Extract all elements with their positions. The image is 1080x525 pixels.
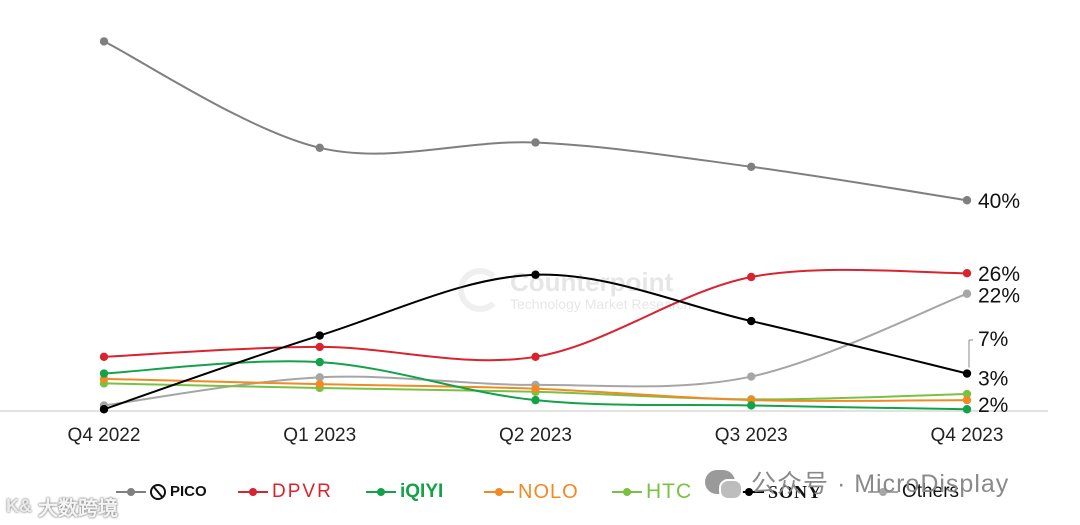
- corner-watermark-text: 大数跨境: [38, 498, 118, 520]
- data-point-pico: [747, 162, 756, 171]
- data-point-sony: [99, 405, 109, 414]
- wechat-icon: [705, 470, 743, 500]
- data-point-pico: [962, 196, 972, 205]
- data-point-iqiyi: [747, 401, 756, 410]
- end-label-others: 22%: [978, 285, 1020, 308]
- extra-label: 7%: [978, 328, 1008, 351]
- x-tick-label: Q4 2022: [68, 425, 141, 446]
- data-point-sony: [962, 369, 972, 378]
- legend-label-htc: HTC: [646, 480, 693, 503]
- data-point-iqiyi: [962, 405, 972, 414]
- data-point-nolo: [962, 395, 972, 405]
- corner-watermark: K& 大数跨境: [6, 492, 118, 521]
- legend-item-sony: SONY: [734, 479, 822, 505]
- data-point-sony: [747, 316, 756, 326]
- legend-marker-dpvr: [238, 479, 268, 505]
- data-point-dpvr: [531, 352, 540, 361]
- data-point-sony: [315, 331, 324, 340]
- data-point-iqiyi: [315, 357, 324, 367]
- wechat-account-watermark: 公众号 · MicroDisplay: [705, 464, 1009, 500]
- legend-item-dpvr: DPVR: [238, 479, 333, 505]
- extra-label-connector: [968, 339, 973, 368]
- legend-marker-others: [868, 479, 898, 505]
- data-point-iqiyi: [531, 395, 540, 405]
- end-label-sony: 3%: [978, 368, 1008, 391]
- pico-logo-icon: [150, 484, 166, 500]
- end-labels: 40% 26% 2% 3% 22% 7%: [968, 190, 1020, 417]
- data-point-dpvr: [747, 272, 756, 282]
- end-label-pico: 40%: [978, 190, 1020, 213]
- data-point-others: [315, 373, 324, 382]
- legend-marker-pico: [116, 479, 146, 505]
- counterpoint-watermark: Counterpoint Technology Market Research: [458, 268, 691, 312]
- data-point-sony: [531, 270, 540, 279]
- data-point-pico: [531, 138, 540, 147]
- legend-item-nolo: NOLO: [484, 479, 579, 505]
- data-point-iqiyi: [99, 369, 109, 378]
- legend-item-iqiyi: iQIYI: [366, 479, 443, 505]
- data-point-dpvr: [99, 352, 109, 361]
- counterpoint-logo-icon: [458, 268, 502, 312]
- data-point-nolo: [531, 384, 540, 393]
- end-label-iqiyi: 2%: [978, 394, 1008, 417]
- data-point-dpvr: [962, 269, 972, 278]
- watermark-sub: Technology Market Research: [510, 296, 692, 312]
- legend-item-pico: PICO: [116, 479, 207, 505]
- series-line-pico: [103, 40, 968, 202]
- data-point-others: [747, 372, 756, 381]
- legend-marker-iqiyi: [366, 479, 396, 505]
- legend-label-sony: SONY: [768, 482, 823, 502]
- legend-label-dpvr: DPVR: [272, 481, 333, 502]
- x-tick-label: Q1 2023: [283, 425, 356, 446]
- legend-label-others: Others: [902, 481, 960, 502]
- data-point-dpvr: [315, 342, 324, 352]
- data-point-others: [962, 289, 972, 298]
- x-axis: Q4 2022 Q1 2023 Q2 2023 Q3 2023 Q4 2023: [0, 410, 1048, 446]
- x-tick-label: Q4 2023: [931, 425, 1004, 446]
- legend-item-htc: HTC: [612, 479, 692, 505]
- legend-marker-htc: [612, 479, 642, 505]
- watermark-main: Counterpoint: [510, 267, 674, 297]
- legend-label-iqiyi: iQIYI: [400, 481, 444, 502]
- end-label-dpvr: 26%: [978, 263, 1020, 286]
- legend-label-pico: PICO: [150, 479, 207, 505]
- legend-item-others: Others: [868, 479, 959, 505]
- x-tick-label: Q2 2023: [499, 425, 572, 446]
- series-layer: [99, 37, 972, 414]
- data-point-pico: [315, 143, 324, 152]
- x-tick-label: Q3 2023: [715, 425, 788, 446]
- legend-marker-sony: [734, 479, 764, 505]
- wechat-account-text: 公众号 · MicroDisplay: [751, 470, 1010, 498]
- legend-label-nolo: NOLO: [518, 481, 579, 503]
- corner-logo-icon: K&: [6, 496, 32, 516]
- data-point-pico: [99, 37, 109, 46]
- legend-marker-nolo: [484, 479, 514, 505]
- data-point-nolo: [315, 379, 324, 389]
- data-point-htc: [962, 389, 972, 399]
